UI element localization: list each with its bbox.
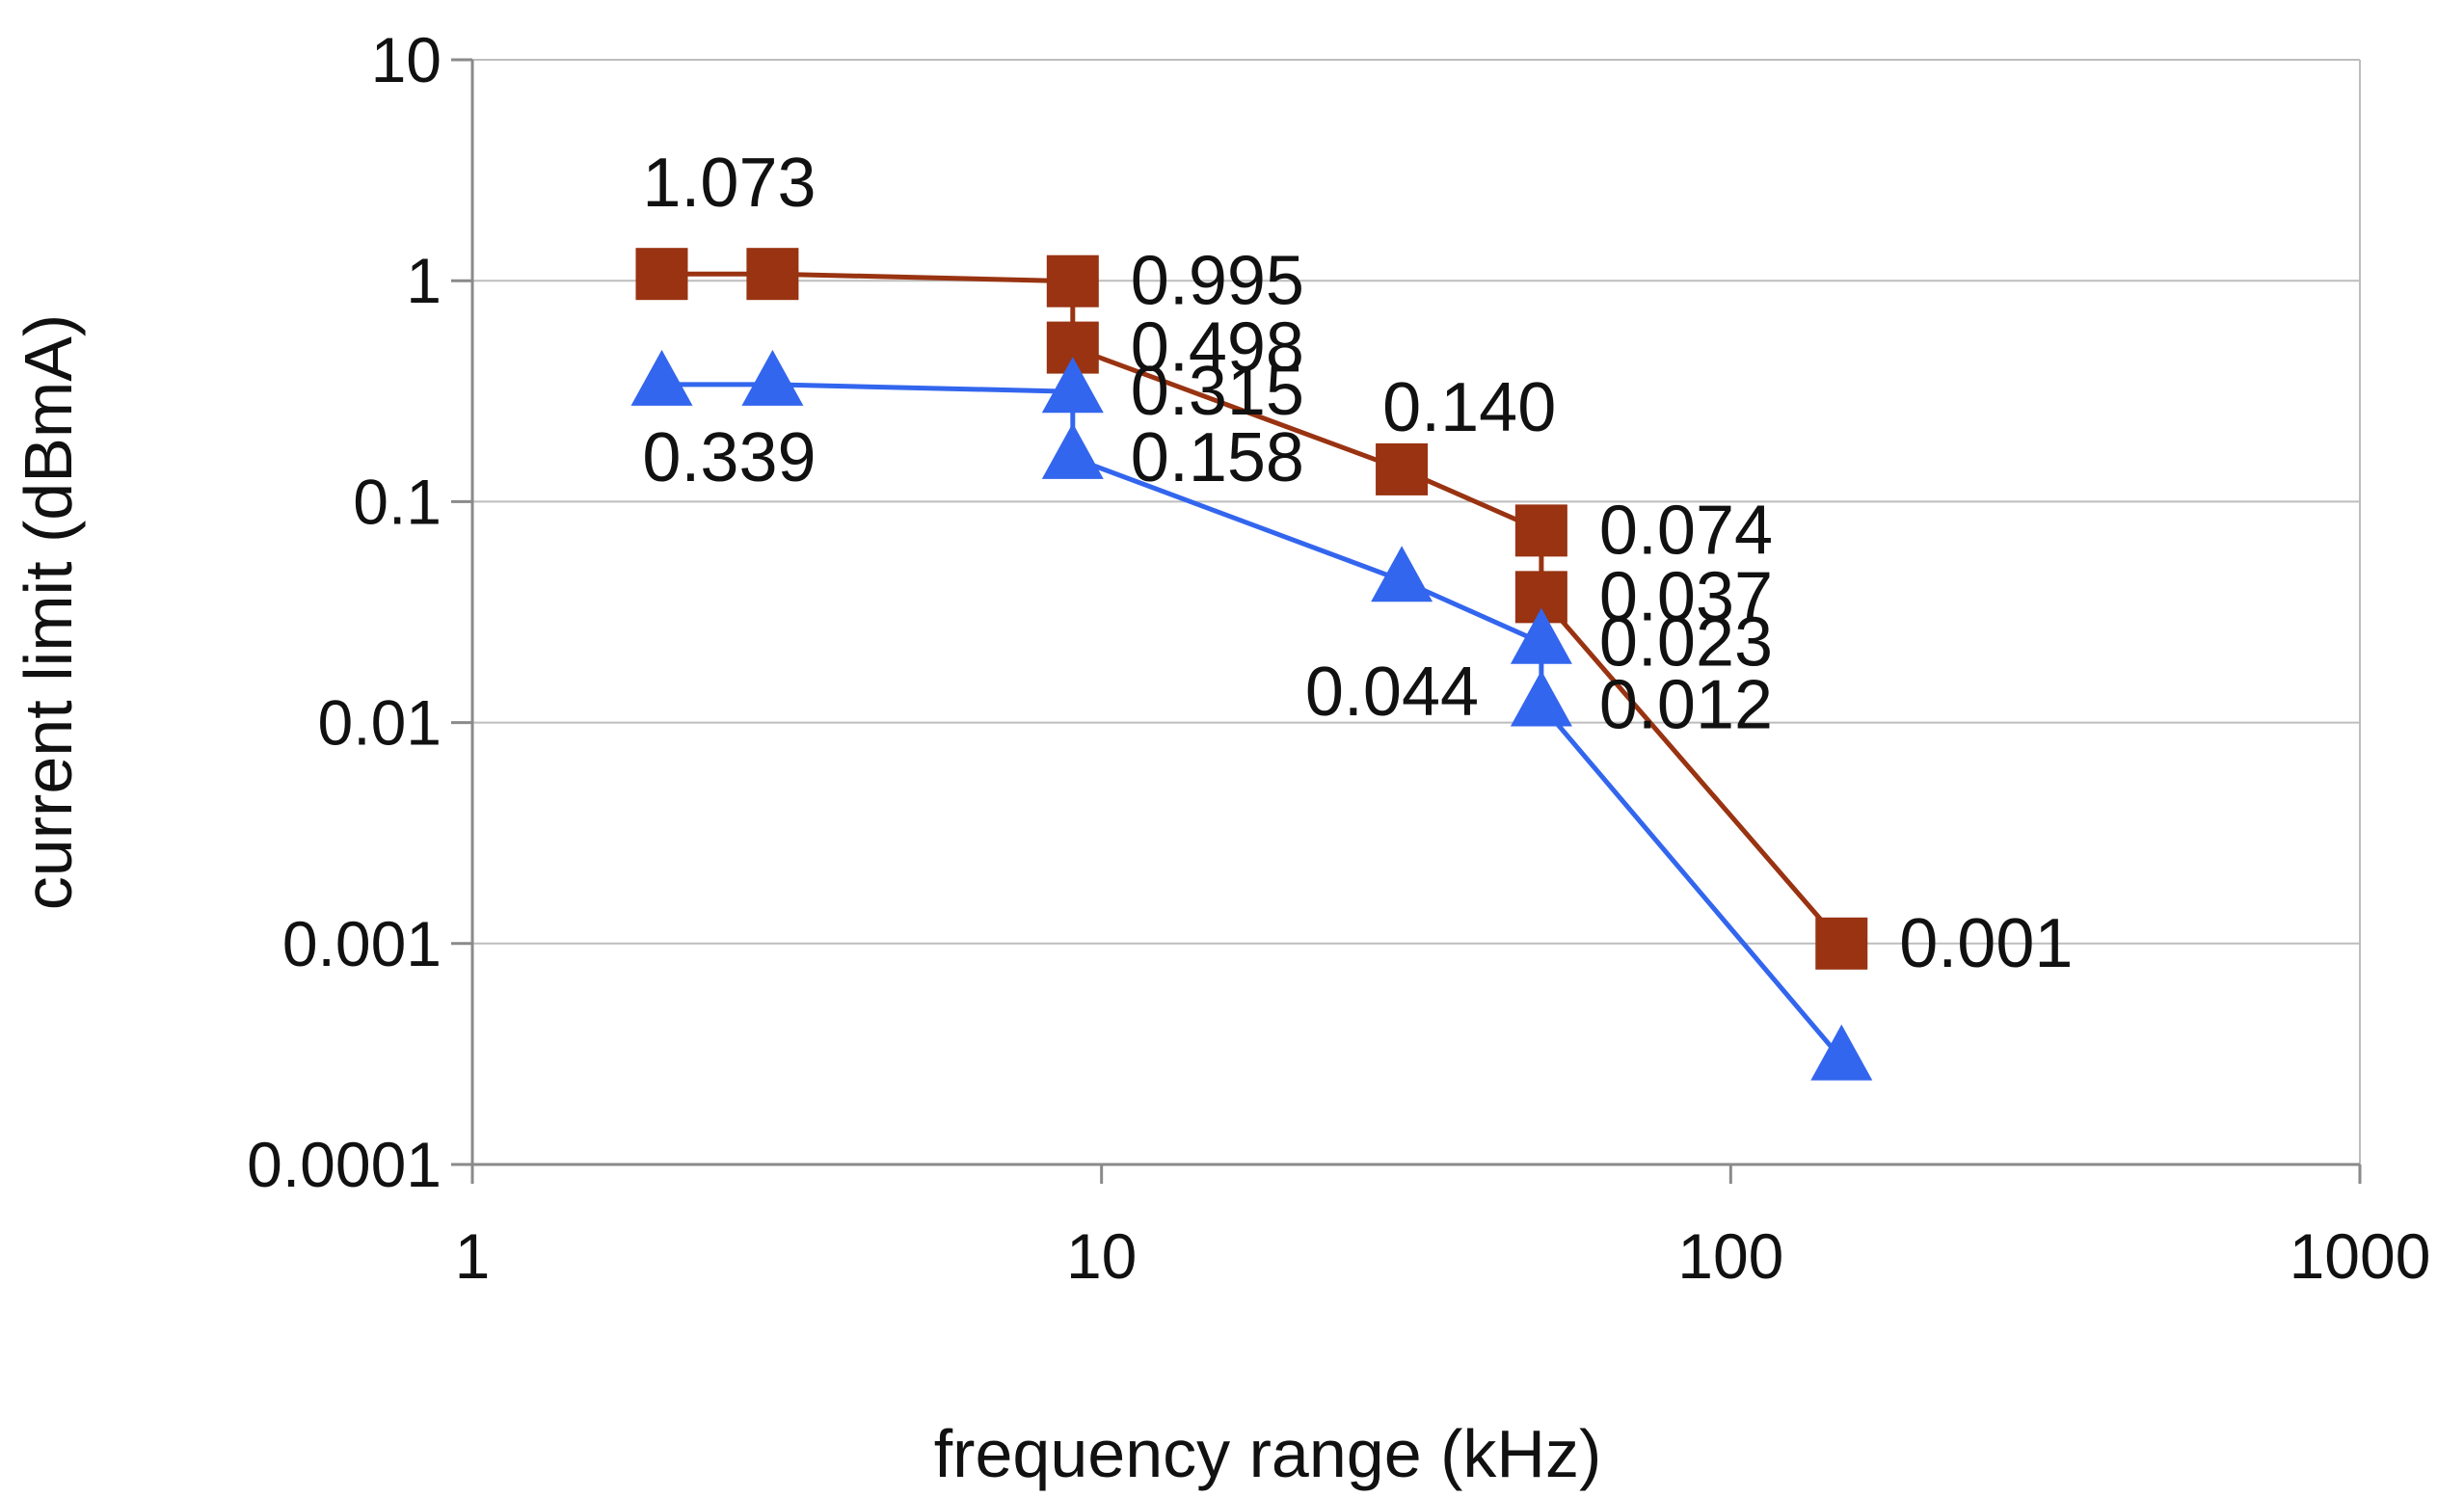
marker-lower <box>741 349 804 406</box>
marker-lower <box>1041 422 1104 479</box>
data-label-upper: 0.498 <box>1131 309 1304 387</box>
y-tick-label: 1 <box>406 245 442 316</box>
marker-upper <box>1376 442 1429 495</box>
y-tick-label: 0.001 <box>282 908 442 979</box>
data-label-lower: 0.158 <box>1131 419 1304 496</box>
y-tick-label: 0.01 <box>318 687 442 759</box>
x-tick-label: 10 <box>1066 1220 1137 1292</box>
data-label-lower: 0.012 <box>1599 666 1773 743</box>
x-tick-label: 100 <box>1677 1220 1783 1292</box>
y-tick-label: 0.1 <box>353 466 442 537</box>
data-label-lower: 0.044 <box>1305 654 1479 731</box>
x-tick-label: 1 <box>455 1220 491 1292</box>
y-tick-label: 0.0001 <box>247 1129 442 1200</box>
data-label-upper: 0.001 <box>1899 905 2073 982</box>
marker-lower <box>1041 357 1104 414</box>
marker-upper <box>1046 254 1099 308</box>
data-label-upper: 0.140 <box>1382 369 1556 446</box>
marker-lower <box>630 349 693 406</box>
marker-upper <box>1815 917 1868 970</box>
y-axis-title: current limit (dBmA) <box>11 314 86 910</box>
y-tick-label: 10 <box>371 24 442 95</box>
marker-upper <box>635 248 688 301</box>
data-label-upper: 1.073 <box>642 145 816 222</box>
series <box>630 248 1873 1081</box>
marker-lower <box>1510 607 1572 664</box>
x-axis-title: frequency range (kHz) <box>934 1416 1602 1491</box>
data-label-lower: 0.023 <box>1599 604 1773 682</box>
x-tick-label: 1000 <box>2290 1220 2431 1292</box>
marker-upper <box>746 248 799 301</box>
marker-upper <box>1514 504 1567 557</box>
marker-lower <box>1510 670 1572 727</box>
data-label-lower: 0.315 <box>1131 353 1304 430</box>
marker-lower <box>1371 546 1433 602</box>
data-label-upper: 0.995 <box>1131 243 1304 320</box>
data-label-upper: 0.037 <box>1599 558 1773 635</box>
data-label-upper: 0.074 <box>1599 492 1773 569</box>
data-label-lower: 0.339 <box>642 419 816 496</box>
marker-lower <box>1810 1024 1873 1081</box>
